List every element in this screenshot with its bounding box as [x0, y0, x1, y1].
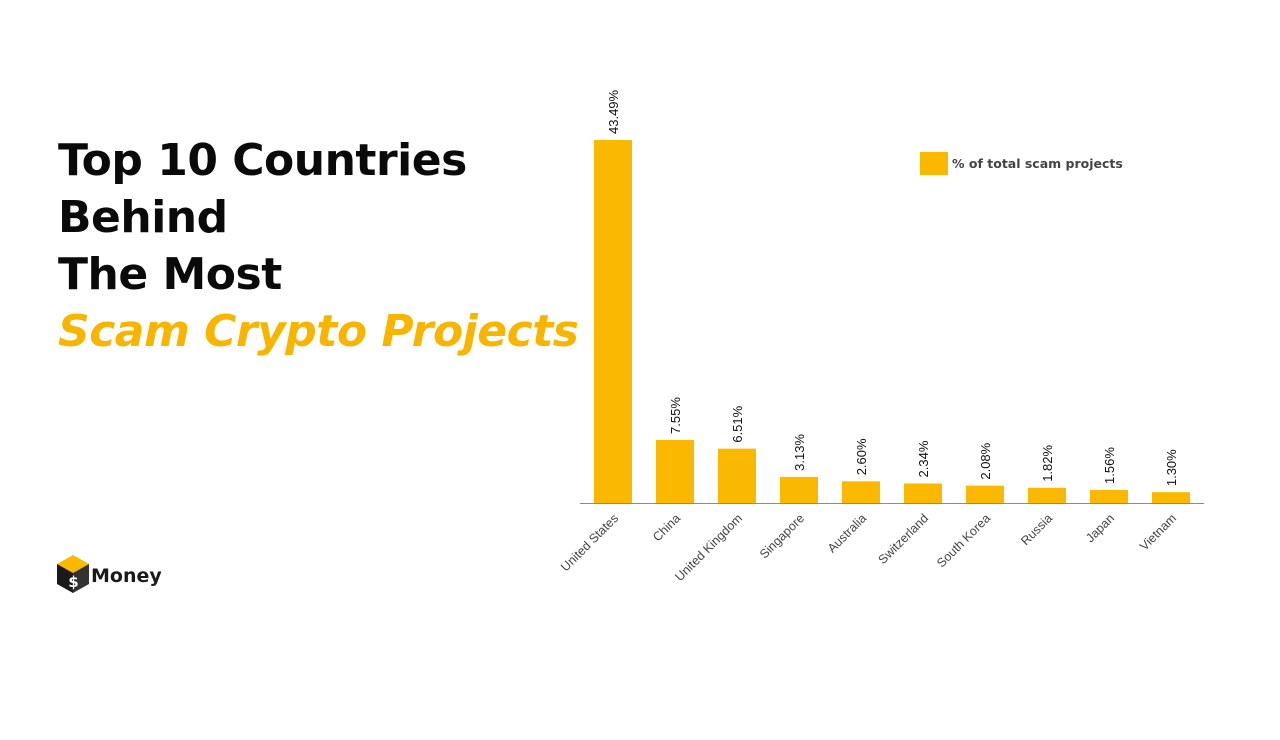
legend: % of total scam projects	[920, 152, 1123, 175]
category-label-2: United Kingdom	[672, 511, 745, 584]
category-label-8: Japan	[1083, 511, 1117, 545]
brand-name: Money	[91, 564, 162, 587]
data-label-3: 3.13%	[792, 434, 807, 471]
category-label-1: China	[650, 511, 683, 544]
bar-3	[780, 476, 818, 503]
bar-7	[1028, 487, 1066, 503]
data-label-2: 6.51%	[730, 405, 745, 442]
bar-4	[842, 481, 880, 503]
data-label-4: 2.60%	[854, 438, 869, 475]
category-label-7: Russia	[1018, 511, 1055, 548]
legend-swatch	[920, 152, 948, 175]
category-label-9: Vietnam	[1137, 511, 1179, 553]
data-label-0: 43.49%	[606, 89, 621, 134]
svg-text:$: $	[68, 573, 78, 591]
data-label-5: 2.34%	[916, 440, 931, 477]
category-label-3: Singapore	[757, 511, 807, 561]
title-line-3: The Most	[58, 249, 282, 300]
data-label-7: 1.82%	[1040, 445, 1055, 482]
data-label-8: 1.56%	[1102, 447, 1117, 484]
cube-dollar-icon: $	[57, 555, 89, 593]
data-label-6: 2.08%	[978, 442, 993, 479]
category-label-4: Australia	[825, 511, 869, 555]
data-label-1: 7.55%	[668, 397, 683, 434]
data-label-9: 1.30%	[1164, 449, 1179, 486]
bar-5	[904, 483, 942, 503]
category-label-0: United States	[558, 511, 621, 574]
category-label-6: South Korea	[934, 511, 993, 570]
page-title: Top 10 Countries Behind The Most Scam Cr…	[58, 132, 579, 360]
bar-6	[966, 485, 1004, 503]
brand-logo: $ Money	[56, 554, 162, 594]
bar-9	[1152, 492, 1190, 503]
title-line-2: Behind	[58, 192, 228, 243]
title-line-1: Top 10 Countries	[58, 135, 467, 186]
legend-label: % of total scam projects	[952, 156, 1123, 171]
bar-1	[656, 439, 694, 503]
bar-2	[718, 448, 756, 503]
title-accent-line: Scam Crypto Projects	[58, 306, 579, 357]
category-label-5: Switzerland	[876, 511, 932, 567]
bar-0	[594, 140, 632, 503]
bar-8	[1090, 489, 1128, 503]
